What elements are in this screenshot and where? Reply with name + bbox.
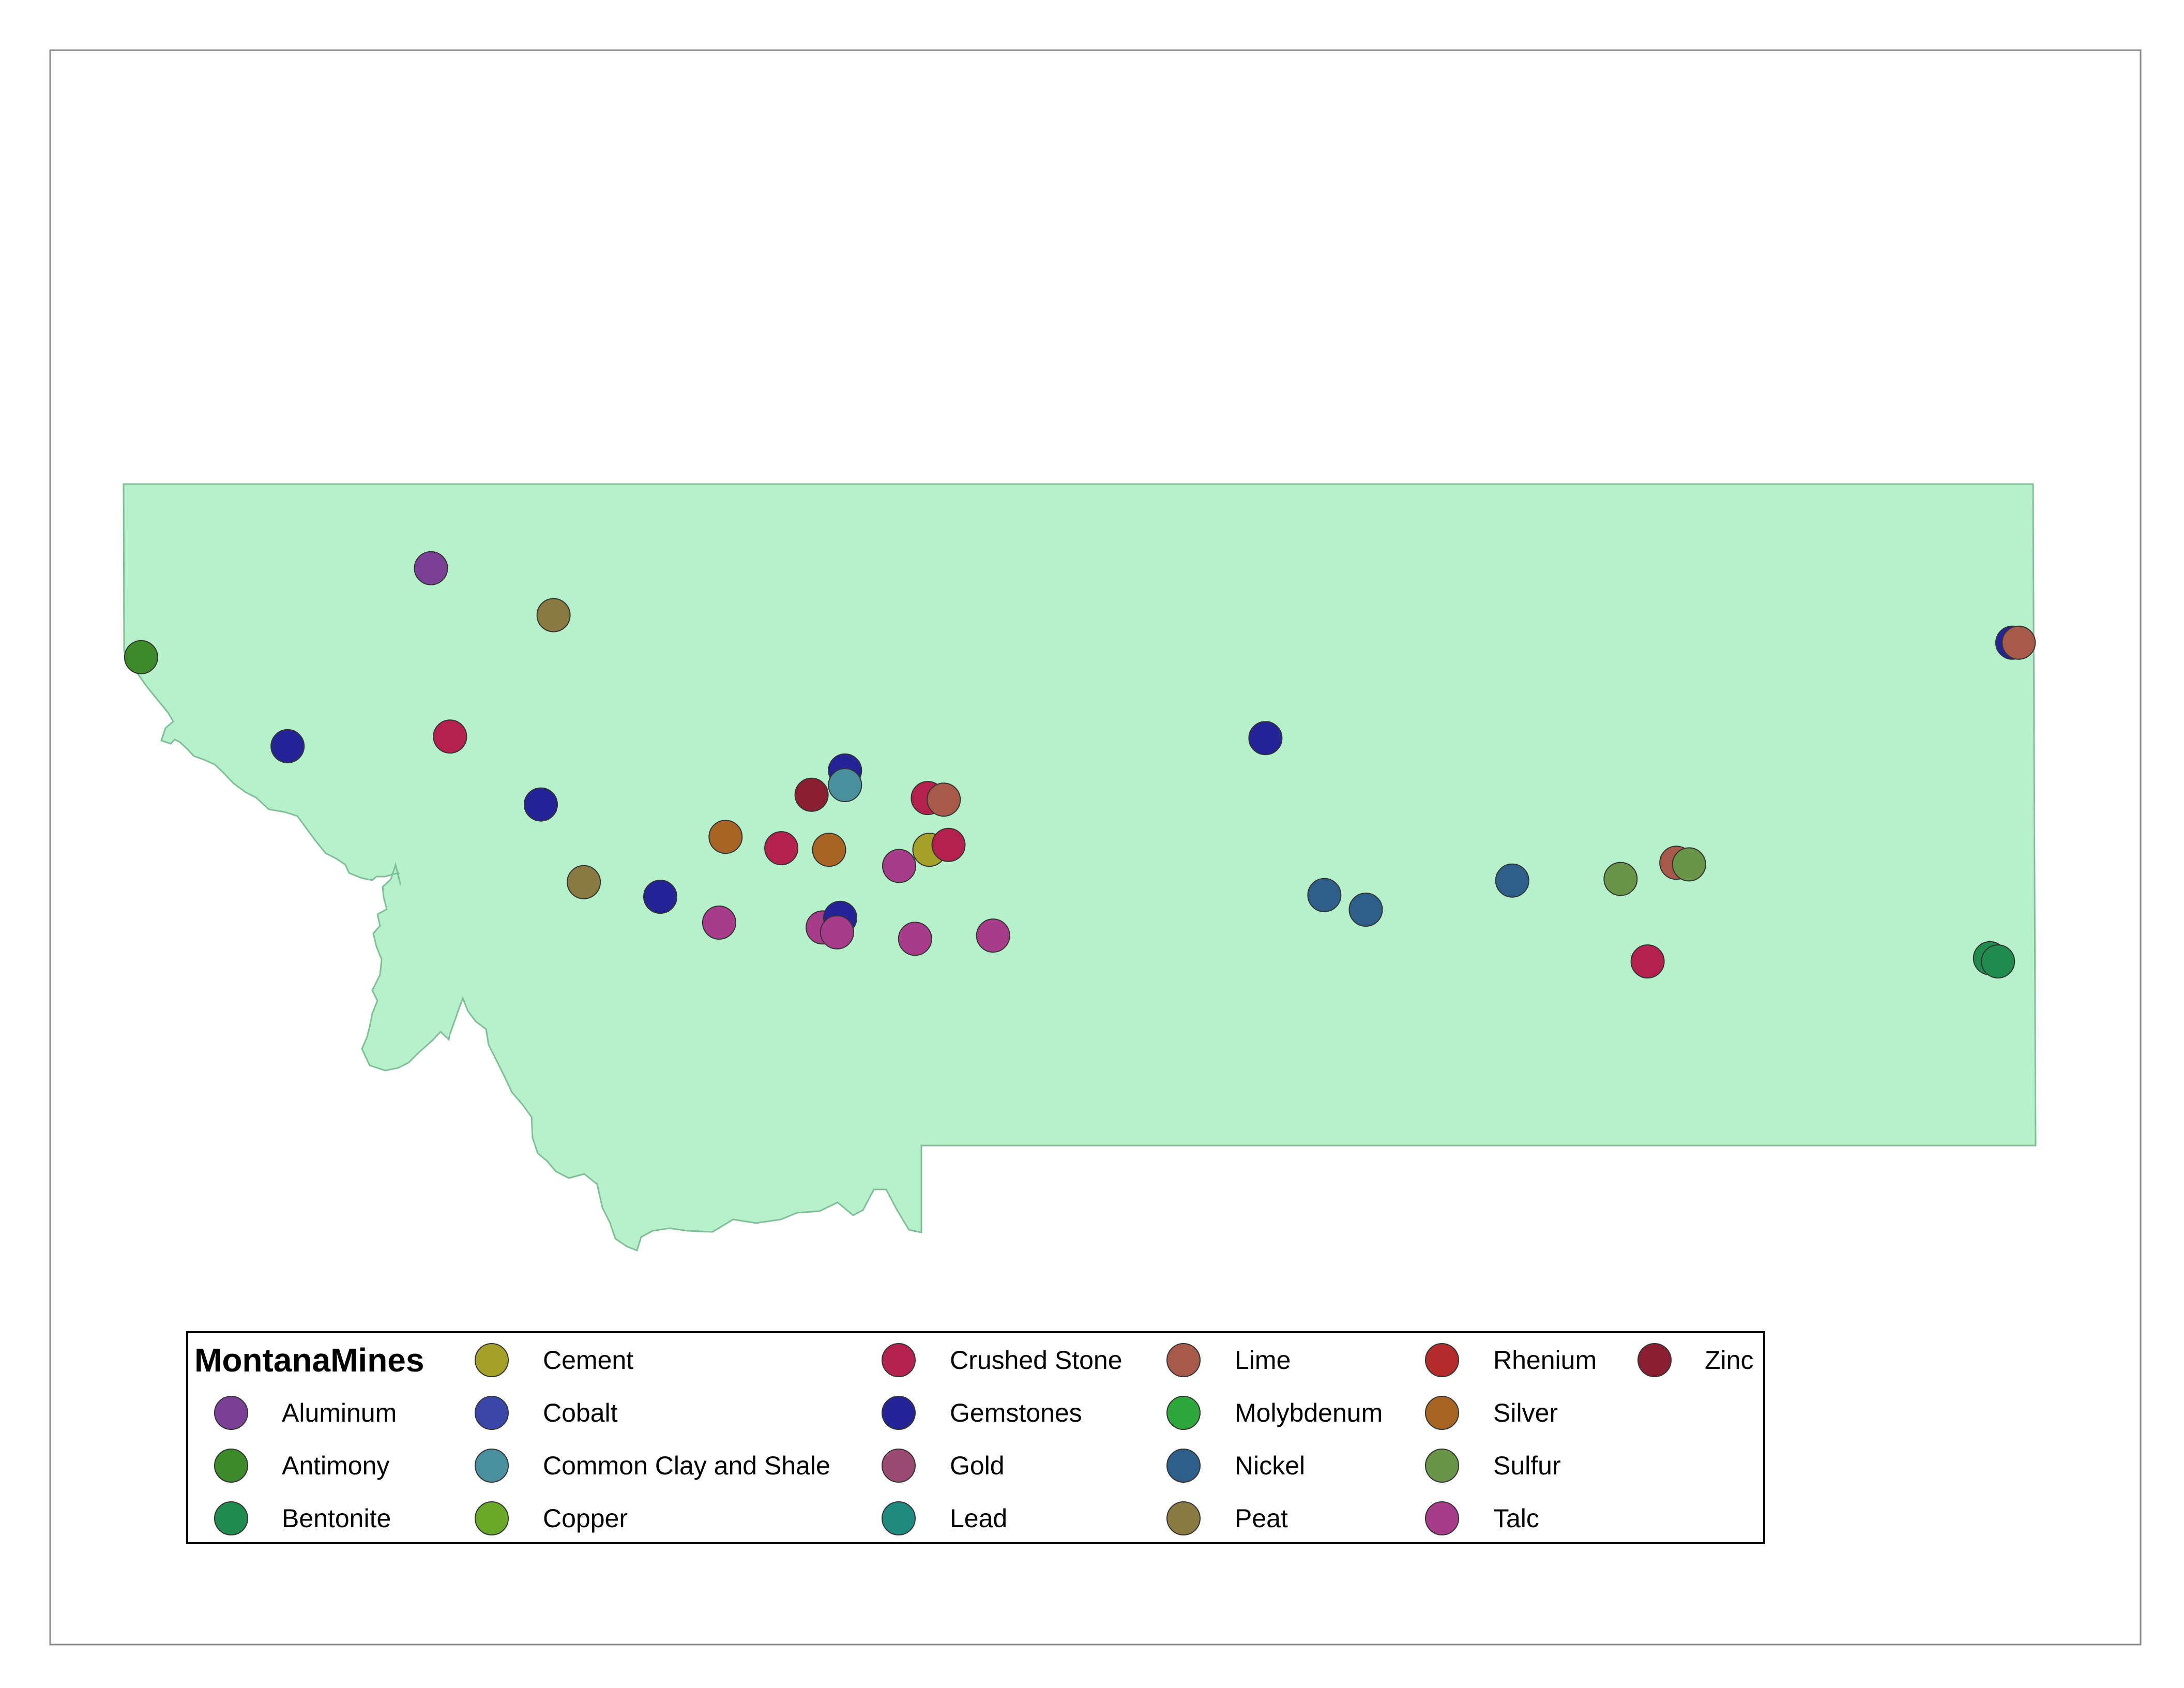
mine-point-bentonite[interactable]: [1981, 944, 2015, 979]
mine-point-lime[interactable]: [927, 782, 961, 817]
legend-swatch-antimony: [214, 1449, 248, 1483]
mine-point-talc[interactable]: [702, 906, 736, 940]
mine-points-layer: [124, 551, 2036, 979]
legend-swatch-aluminum: [214, 1396, 248, 1430]
mine-point-talc[interactable]: [976, 918, 1010, 953]
legend-label-gold: Gold: [950, 1451, 1005, 1480]
legend-swatch-rhenium: [1425, 1343, 1459, 1377]
legend-item-sulfur: Sulfur: [1425, 1449, 1561, 1483]
legend-item-rhenium: Rhenium: [1425, 1343, 1597, 1377]
legend-label-aluminum: Aluminum: [282, 1398, 397, 1427]
legend-swatch-cobalt: [475, 1396, 509, 1430]
legend-label-zinc: Zinc: [1705, 1346, 1753, 1375]
legend: MontanaMines Aluminum Antimony Bentonite Ce…: [186, 1331, 1765, 1544]
legend-swatch-crushed-stone: [882, 1343, 916, 1377]
legend-swatch-lead: [882, 1501, 916, 1535]
legend-swatch-molybdenum: [1166, 1396, 1201, 1430]
legend-item-crushed-stone: Crushed Stone: [882, 1343, 1123, 1377]
legend-item-aluminum: Aluminum: [214, 1396, 397, 1430]
mine-point-peat[interactable]: [567, 865, 601, 899]
legend-item-cobalt: Cobalt: [475, 1396, 618, 1430]
legend-item-lime: Lime: [1166, 1343, 1291, 1377]
legend-label-copper: Copper: [543, 1504, 628, 1533]
mine-point-nickel[interactable]: [1495, 863, 1529, 898]
legend-item-gemstones: Gemstones: [882, 1396, 1082, 1430]
legend-swatch-silver: [1425, 1396, 1459, 1430]
mine-point-sulfur[interactable]: [1603, 862, 1638, 896]
mine-point-crushed-stone[interactable]: [764, 831, 799, 866]
legend-label-crushed-stone: Crushed Stone: [950, 1346, 1123, 1375]
mine-point-aluminum[interactable]: [414, 551, 448, 585]
legend-label-talc: Talc: [1493, 1504, 1539, 1533]
mine-point-crushed-stone[interactable]: [433, 719, 467, 754]
legend-label-gemstones: Gemstones: [950, 1398, 1082, 1427]
legend-label-molybdenum: Molybdenum: [1235, 1398, 1383, 1427]
legend-label-lead: Lead: [950, 1504, 1007, 1533]
legend-swatch-gemstones: [882, 1396, 916, 1430]
legend-item-talc: Talc: [1425, 1501, 1539, 1535]
legend-label-bentonite: Bentonite: [282, 1504, 391, 1533]
legend-swatch-bentonite: [214, 1501, 248, 1535]
legend-item-peat: Peat: [1166, 1501, 1288, 1535]
mine-point-gemstones[interactable]: [1248, 721, 1283, 756]
mine-point-gemstones[interactable]: [643, 880, 677, 914]
montana-state-shape: [123, 483, 2037, 1252]
mine-point-peat[interactable]: [536, 598, 571, 632]
legend-item-molybdenum: Molybdenum: [1166, 1396, 1383, 1430]
legend-item-zinc: Zinc: [1637, 1343, 1753, 1377]
legend-title: MontanaMines: [194, 1342, 424, 1379]
legend-item-copper: Copper: [475, 1501, 628, 1535]
legend-swatch-zinc: [1637, 1343, 1672, 1377]
legend-swatch-sulfur: [1425, 1449, 1459, 1483]
legend-item-antimony: Antimony: [214, 1449, 389, 1483]
legend-item-gold: Gold: [882, 1449, 1005, 1483]
mine-point-nickel[interactable]: [1307, 878, 1342, 912]
legend-label-cobalt: Cobalt: [543, 1398, 618, 1427]
legend-swatch-nickel: [1166, 1449, 1201, 1483]
legend-label-sulfur: Sulfur: [1493, 1451, 1561, 1480]
legend-item-lead: Lead: [882, 1501, 1007, 1535]
legend-swatch-gold: [882, 1449, 916, 1483]
mine-point-common-clay-and-shale[interactable]: [828, 768, 862, 803]
legend-label-lime: Lime: [1235, 1346, 1291, 1375]
legend-item-common-clay-and-shale: Common Clay and Shale: [475, 1449, 830, 1483]
mine-point-talc[interactable]: [898, 922, 932, 956]
mine-point-talc[interactable]: [820, 915, 854, 950]
mine-point-talc[interactable]: [882, 849, 916, 883]
mine-point-nickel[interactable]: [1348, 893, 1383, 927]
legend-item-silver: Silver: [1425, 1396, 1558, 1430]
mine-point-antimony[interactable]: [124, 640, 158, 674]
mine-point-silver[interactable]: [708, 820, 743, 854]
mine-point-zinc[interactable]: [794, 777, 829, 812]
legend-label-cement: Cement: [543, 1346, 633, 1375]
legend-swatch-talc: [1425, 1501, 1459, 1535]
mine-point-gemstones[interactable]: [524, 787, 558, 822]
legend-label-silver: Silver: [1493, 1398, 1558, 1427]
legend-swatch-peat: [1166, 1501, 1201, 1535]
mine-point-silver[interactable]: [812, 833, 846, 867]
legend-item-nickel: Nickel: [1166, 1449, 1305, 1483]
legend-label-nickel: Nickel: [1235, 1451, 1305, 1480]
legend-swatch-cement: [475, 1343, 509, 1377]
mine-point-crushed-stone[interactable]: [1630, 944, 1665, 979]
legend-swatch-common-clay-and-shale: [475, 1449, 509, 1483]
legend-item-bentonite: Bentonite: [214, 1501, 391, 1535]
legend-label-rhenium: Rhenium: [1493, 1346, 1597, 1375]
mine-point-sulfur[interactable]: [1672, 847, 1706, 882]
legend-item-cement: Cement: [475, 1343, 633, 1377]
legend-label-common-clay-and-shale: Common Clay and Shale: [543, 1451, 830, 1480]
legend-swatch-copper: [475, 1501, 509, 1535]
mine-point-lime[interactable]: [2001, 625, 2036, 660]
legend-swatch-lime: [1166, 1343, 1201, 1377]
mine-point-crushed-stone[interactable]: [931, 827, 966, 862]
legend-items: Aluminum Antimony Bentonite Cement Cobalt Com…: [214, 1343, 1753, 1535]
mine-point-gemstones[interactable]: [270, 729, 305, 763]
legend-box: [186, 1331, 1765, 1544]
legend-label-peat: Peat: [1235, 1504, 1288, 1533]
legend-label-antimony: Antimony: [282, 1451, 389, 1480]
